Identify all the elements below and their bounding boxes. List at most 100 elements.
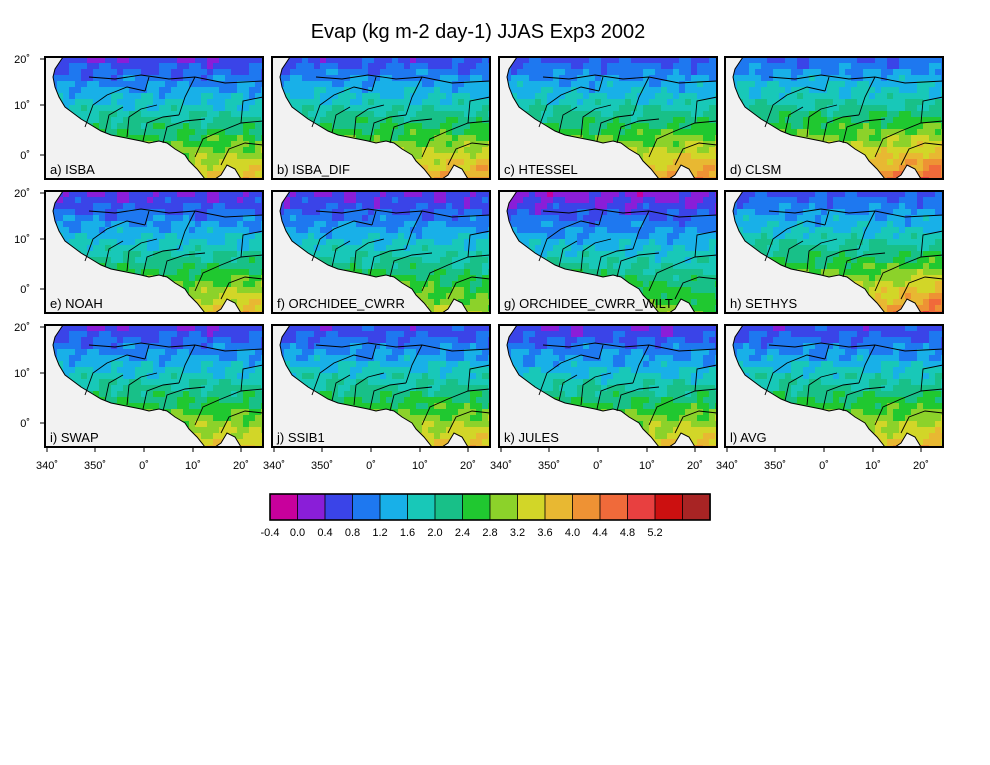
country-border (674, 142, 718, 166)
country-border (331, 240, 351, 268)
country-border (648, 388, 718, 426)
colorbar-swatch (517, 493, 546, 521)
colorbar-label: 3.6 (537, 527, 552, 539)
country-border (421, 120, 491, 158)
country-border (542, 74, 718, 84)
country-border (371, 76, 377, 92)
country-border (538, 86, 600, 128)
country-border (598, 76, 604, 92)
country-border (768, 342, 944, 352)
country-border (126, 372, 158, 406)
colorbar-label: 4.0 (565, 527, 580, 539)
panel-grid: a) ISBA b) ISBA_DIF c) HTESSEL d) CLSM e) NO… (44, 56, 944, 448)
country-border (538, 220, 600, 262)
panel-frame (498, 324, 718, 448)
country-border (311, 86, 373, 128)
country-border (598, 210, 604, 226)
country-border (162, 252, 206, 278)
country-border (764, 220, 826, 262)
lon-tick-label: 350˚ (84, 460, 106, 472)
country-border (580, 238, 612, 272)
country-border (142, 382, 180, 410)
colorbar-swatch (599, 493, 629, 521)
country-border (784, 240, 804, 268)
country-border (467, 96, 491, 124)
country-border (220, 410, 264, 434)
country-border (194, 254, 264, 292)
country-border (142, 248, 180, 276)
lat-tick-label: 0˚ (20, 150, 30, 162)
country-border (920, 364, 944, 392)
colorbar-swatch (682, 493, 711, 521)
colorbar-label: 5.2 (647, 527, 662, 539)
country-border (84, 86, 146, 128)
map-panel: h) SETHYS (724, 190, 944, 314)
lat-tick-label: 10˚ (14, 234, 30, 246)
map-panel: i) SWAP (44, 324, 264, 448)
country-border (616, 118, 660, 144)
country-border (806, 372, 838, 406)
panel-frame (724, 56, 944, 180)
country-border (920, 96, 944, 124)
country-border (538, 354, 600, 396)
country-border (311, 354, 373, 396)
country-border (874, 388, 944, 426)
country-border (858, 76, 876, 116)
country-border (311, 220, 373, 262)
country-border (558, 374, 578, 402)
country-border (542, 208, 718, 218)
country-border (874, 120, 944, 158)
country-border (648, 254, 718, 292)
lon-tick-label: 10˚ (639, 460, 655, 472)
country-border (784, 106, 804, 134)
map-panel: a) ISBA (44, 56, 264, 180)
lat-tick-label: 20˚ (14, 188, 30, 200)
lon-tick-label: 10˚ (412, 460, 428, 472)
colorbar-swatch (407, 493, 436, 521)
lon-tick-label: 350˚ (538, 460, 560, 472)
country-border (369, 114, 407, 142)
colorbar-label: 4.8 (620, 527, 635, 539)
lon-tick-label: 0˚ (819, 460, 829, 472)
country-border (822, 248, 860, 276)
colorbar-swatch (654, 493, 684, 521)
map-panel: c) HTESSEL (498, 56, 718, 180)
colorbar-swatch (462, 493, 491, 521)
country-border (598, 344, 604, 360)
map-panel: l) AVG (724, 324, 944, 448)
panel-frame (724, 324, 944, 448)
country-border (842, 386, 886, 412)
colorbar-label: 4.4 (592, 527, 607, 539)
country-border (784, 374, 804, 402)
country-border (674, 276, 718, 300)
lon-tick-label: 340˚ (716, 460, 738, 472)
panel-label: j) SSIB1 (276, 430, 325, 445)
panel-label: f) ORCHIDEE_CWRR (277, 296, 405, 311)
country-border (315, 342, 491, 352)
country-border (240, 230, 264, 258)
country-border (331, 106, 351, 134)
country-border (764, 86, 826, 128)
lon-tick-label: 340˚ (36, 460, 58, 472)
coastline (272, 190, 491, 314)
country-border (447, 410, 491, 434)
country-border (84, 220, 146, 262)
country-border (694, 364, 718, 392)
coastline (45, 324, 264, 448)
country-border (900, 142, 944, 166)
country-border (824, 76, 830, 92)
country-border (220, 142, 264, 166)
country-border (447, 142, 491, 166)
colorbar-swatch (352, 493, 381, 521)
country-border (178, 76, 196, 116)
lon-tick-label: 350˚ (311, 460, 333, 472)
country-border (315, 208, 491, 218)
map-panel: f) ORCHIDEE_CWRR (271, 190, 491, 314)
lat-tick-label: 20˚ (14, 54, 30, 66)
panel-label: l) AVG (730, 430, 767, 445)
colorbar-label: 0.8 (345, 527, 360, 539)
country-border (842, 118, 886, 144)
colorbar-swatch (297, 493, 326, 521)
country-border (220, 276, 264, 300)
map-panel: b) ISBA_DIF (271, 56, 491, 180)
